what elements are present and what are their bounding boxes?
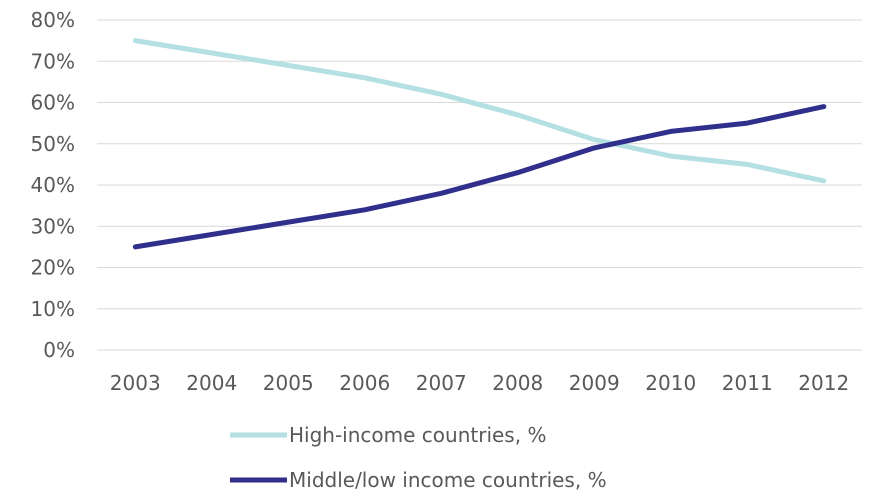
x-tick-label: 2011 [722,371,773,395]
legend-label-1: High-income countries, % [289,423,546,447]
series-line-2 [132,104,827,250]
legend-label-2: Middle/low income countries, % [289,468,607,492]
x-tick-label: 2010 [645,371,696,395]
series-1-point [439,92,444,97]
x-tick-label: 2008 [492,371,543,395]
series-2-point [133,244,138,249]
y-tick-label: 30% [31,214,75,238]
series-2-point [209,232,214,237]
series-1-point [592,137,597,142]
series-2-point [286,220,291,225]
x-tick-label: 2005 [263,371,314,395]
series-1-point [209,51,214,55]
series-line-1 [132,38,827,184]
series-1-point [286,63,291,68]
y-tick-label: 20% [31,256,75,280]
x-tick-label: 2006 [339,371,390,395]
series-2-point [592,145,597,150]
series-1-point [668,154,673,159]
x-tick-label: 2004 [186,371,237,395]
x-axis-tick-labels: 2003 2004 2005 2006 2007 2008 2009 2010 2011 2012 [110,371,849,395]
x-tick-label: 2007 [416,371,467,395]
series-2-point [745,121,750,126]
series-lines [132,38,827,250]
series-1-point [745,162,750,167]
y-tick-label: 50% [31,132,75,156]
series-1-point [821,178,826,183]
series-1-point [362,75,367,80]
y-tick-label: 10% [31,297,75,321]
series-1-point [133,38,138,43]
y-tick-label: 0% [43,338,75,362]
x-tick-label: 2003 [110,371,161,395]
y-tick-label: 40% [31,173,75,197]
series-2-point [821,104,826,109]
series-2-point [439,191,444,196]
y-tick-label: 80% [31,8,75,32]
legend: High-income countries, % Middle/low incom… [230,423,607,492]
y-tick-label: 70% [31,49,75,73]
x-tick-label: 2012 [798,371,849,395]
series-2-point [668,129,673,134]
x-tick-label: 2009 [569,371,620,395]
y-tick-label: 60% [31,91,75,115]
series-2-point [362,207,367,212]
series-1-point [515,112,520,117]
series-2-point [515,170,520,175]
y-axis-tick-labels: 0% 10% 20% 30% 40% 50% 60% 70% 80% [31,8,75,362]
